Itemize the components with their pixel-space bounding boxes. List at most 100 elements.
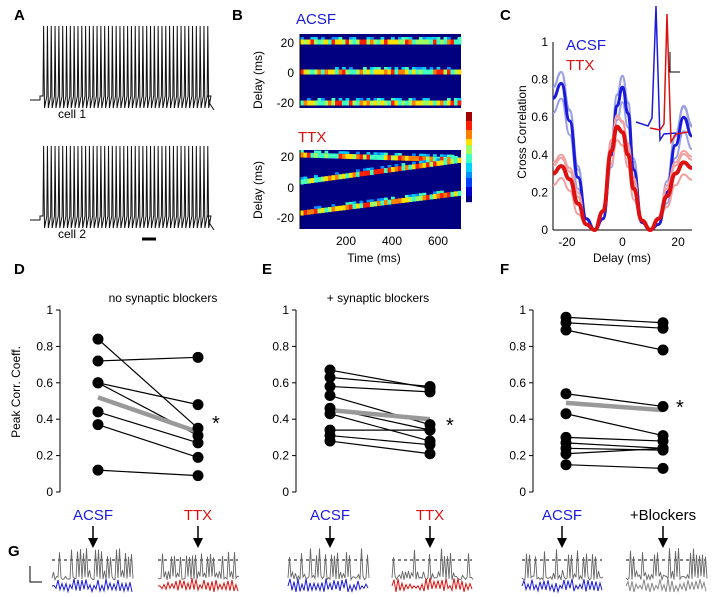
heatmap-band-cell (426, 162, 430, 168)
heatmap-band-cell (373, 69, 378, 75)
heatmap-band-cell (303, 152, 308, 158)
heatmap-halo-cell (457, 37, 462, 40)
heatmap-band-cell (380, 200, 385, 206)
bottom-delay-axis-label: Delay (ms) (251, 161, 265, 219)
y-tick-label: 0 (46, 485, 53, 499)
heatmap-band-cell (317, 177, 322, 183)
pair-line (97, 356, 199, 362)
heatmap-band-cell (377, 39, 381, 45)
heatmap-halo-cell (419, 37, 423, 40)
pair-point-end (424, 424, 436, 436)
heatmap-halo-cell (391, 196, 395, 200)
heatmap-band-cell (321, 100, 325, 106)
heatmap-halo-cell (370, 199, 374, 202)
heatmap-band-cell (314, 152, 318, 158)
heatmap-band-cell (443, 192, 448, 198)
acsf-trial-curve (552, 97, 693, 232)
heatmap-halo-cell (443, 157, 448, 160)
heatmap-band-cell (405, 100, 409, 106)
heatmap-band-cell (300, 100, 304, 106)
heatmap-halo-cell (429, 37, 434, 40)
heatmap-band-cell (363, 170, 367, 176)
heatmap-halo-cell (377, 152, 381, 155)
heatmap-band-cell (387, 69, 392, 75)
heatmap-band-cell (363, 39, 367, 45)
heatmap-band-cell (394, 166, 399, 172)
y-tick-label: 0 (519, 485, 526, 499)
heatmap-band-cell (380, 100, 385, 106)
heatmap-band-cell (300, 179, 304, 185)
heatmap-band-cell (303, 179, 308, 185)
colorbar-segment (466, 187, 472, 191)
heatmap-halo-cell (436, 191, 441, 194)
heatmap-band-cell (338, 69, 343, 75)
y-tick-label: 0.2 (509, 449, 526, 463)
legend-acsf: ACSF (566, 37, 606, 54)
heatmap-band-cell (317, 153, 322, 159)
heatmap-band-cell (443, 100, 448, 106)
colorbar-segment (466, 196, 472, 200)
heatmap-band-cell (394, 198, 399, 204)
heatmap-band-cell (314, 39, 318, 45)
heatmap-band-cell (443, 159, 448, 165)
colorbar-segment (466, 115, 472, 119)
cross-correlation-tick-label: 0.2 (531, 185, 548, 199)
heatmap-halo-cell (338, 151, 343, 154)
heatmap-band-cell (457, 39, 462, 45)
heatmap-band-cell (352, 69, 357, 75)
colorbar-segment (466, 127, 472, 131)
heatmap-band-cell (436, 39, 441, 45)
heatmap-band-cell (321, 176, 325, 182)
heatmap-halo-cell (303, 176, 308, 180)
heatmap-halo-cell (398, 37, 402, 40)
heatmap-band-cell (338, 100, 343, 106)
heatmap-band-cell (415, 39, 420, 45)
heatmap-band-cell (300, 152, 304, 158)
heatmap-band-cell (317, 39, 322, 45)
heatmap-band-cell (387, 155, 392, 161)
y-tick-label: 0.6 (509, 376, 526, 390)
pair-line (329, 413, 431, 442)
heatmap-band-cell (307, 100, 311, 106)
heatmap-halo-cell (366, 37, 371, 40)
heatmap-band-cell (412, 69, 416, 75)
heatmap-halo-cell (408, 98, 413, 101)
heatmap-halo-cell (314, 37, 318, 40)
heatmap-band-cell (454, 191, 458, 197)
panel-e-paired-plot: 1 0.8 0.6 0.4 0.2 0 (272, 303, 436, 499)
heatmap-band-cell (373, 154, 378, 160)
heatmap-halo-cell (457, 98, 462, 101)
colorbar-segment (466, 166, 472, 170)
heatmap-band-cell (356, 171, 360, 177)
heatmap-halo-cell (349, 201, 353, 205)
heatmap-halo-cell (454, 98, 458, 101)
panel-label-f: F (500, 261, 509, 278)
heatmap-band-cell (328, 100, 332, 106)
heatmap-band-cell (338, 153, 343, 159)
heatmap-band-cell (352, 203, 357, 209)
heatmap-band-cell (412, 39, 416, 45)
heatmap-band-cell (454, 158, 458, 164)
pair-line (329, 440, 431, 455)
pair-line (329, 385, 431, 393)
bottom-delay-tick-label: 0 (287, 181, 294, 195)
heatmap-band-cell (401, 165, 406, 171)
heatmap-halo-cell (314, 150, 318, 153)
heatmap-halo-cell (331, 37, 336, 40)
heatmap-band-cell (415, 163, 420, 169)
heatmap-band-cell (307, 209, 311, 215)
heatmap-halo-cell (436, 158, 441, 161)
heatmap-band-cell (317, 100, 322, 106)
heatmap-band-cell (345, 100, 350, 106)
heatmap-band-cell (324, 207, 329, 213)
heatmap-halo-cell (405, 194, 409, 198)
panel-label-a: A (14, 7, 25, 24)
heatmap-band-cell (429, 69, 434, 75)
heatmap-band-cell (310, 100, 315, 106)
heatmap-band-cell (426, 156, 430, 162)
colorbar-segment (466, 121, 472, 125)
heatmap-band-cell (398, 100, 402, 106)
heatmap-band-cell (450, 69, 455, 75)
